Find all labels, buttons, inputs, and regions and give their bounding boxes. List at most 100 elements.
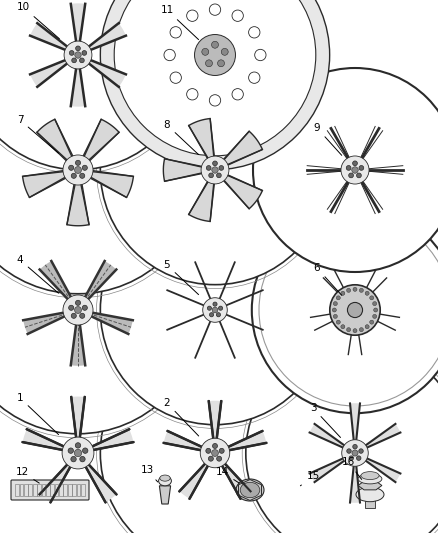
Polygon shape bbox=[180, 462, 209, 499]
Ellipse shape bbox=[216, 173, 221, 177]
Ellipse shape bbox=[352, 167, 358, 173]
Text: 16: 16 bbox=[341, 457, 362, 479]
Ellipse shape bbox=[63, 155, 93, 185]
Polygon shape bbox=[40, 261, 72, 302]
Ellipse shape bbox=[10, 385, 146, 521]
Ellipse shape bbox=[75, 52, 81, 58]
Ellipse shape bbox=[357, 173, 361, 178]
Polygon shape bbox=[88, 170, 134, 197]
Ellipse shape bbox=[80, 173, 85, 179]
Ellipse shape bbox=[202, 49, 209, 55]
Ellipse shape bbox=[212, 41, 219, 48]
Ellipse shape bbox=[254, 50, 266, 61]
Ellipse shape bbox=[361, 472, 379, 480]
Bar bbox=[15, 483, 19, 496]
Ellipse shape bbox=[373, 302, 377, 305]
Ellipse shape bbox=[352, 450, 358, 456]
Ellipse shape bbox=[232, 88, 244, 100]
Ellipse shape bbox=[212, 307, 218, 313]
Polygon shape bbox=[90, 429, 134, 450]
Polygon shape bbox=[30, 59, 70, 87]
Ellipse shape bbox=[82, 165, 87, 171]
Ellipse shape bbox=[10, 242, 146, 378]
Polygon shape bbox=[23, 170, 69, 197]
Ellipse shape bbox=[219, 166, 224, 171]
Ellipse shape bbox=[100, 338, 330, 533]
Polygon shape bbox=[350, 403, 360, 442]
Text: 1: 1 bbox=[17, 393, 59, 434]
Ellipse shape bbox=[204, 442, 226, 464]
Bar bbox=[365, 495, 375, 508]
Ellipse shape bbox=[333, 314, 337, 318]
Text: 5: 5 bbox=[164, 260, 198, 295]
Ellipse shape bbox=[219, 448, 224, 454]
Polygon shape bbox=[82, 119, 119, 163]
Ellipse shape bbox=[0, 186, 202, 434]
Bar bbox=[50, 483, 54, 496]
Bar bbox=[33, 483, 37, 496]
Ellipse shape bbox=[212, 443, 218, 448]
Ellipse shape bbox=[62, 437, 94, 469]
Ellipse shape bbox=[160, 475, 170, 481]
Ellipse shape bbox=[358, 474, 382, 484]
Text: 7: 7 bbox=[17, 115, 59, 153]
Polygon shape bbox=[164, 431, 204, 450]
Ellipse shape bbox=[359, 288, 364, 293]
Ellipse shape bbox=[209, 4, 221, 15]
Ellipse shape bbox=[218, 60, 225, 67]
Ellipse shape bbox=[75, 300, 81, 305]
Ellipse shape bbox=[76, 46, 80, 51]
Text: 12: 12 bbox=[15, 467, 39, 483]
Text: 14: 14 bbox=[215, 467, 239, 483]
Ellipse shape bbox=[208, 456, 213, 461]
Bar bbox=[59, 483, 63, 496]
Ellipse shape bbox=[347, 449, 351, 453]
Ellipse shape bbox=[100, 0, 330, 169]
Bar bbox=[37, 483, 41, 496]
Ellipse shape bbox=[356, 487, 384, 502]
Bar bbox=[42, 483, 45, 496]
Ellipse shape bbox=[347, 302, 363, 318]
Ellipse shape bbox=[333, 302, 337, 305]
Bar bbox=[20, 483, 24, 496]
Ellipse shape bbox=[74, 449, 81, 457]
Ellipse shape bbox=[187, 10, 198, 21]
Text: 13: 13 bbox=[140, 465, 158, 482]
Ellipse shape bbox=[330, 285, 380, 335]
Ellipse shape bbox=[170, 27, 181, 38]
Polygon shape bbox=[71, 321, 85, 366]
Ellipse shape bbox=[359, 328, 364, 332]
Polygon shape bbox=[364, 424, 400, 448]
Polygon shape bbox=[23, 312, 67, 334]
Ellipse shape bbox=[217, 456, 222, 461]
Polygon shape bbox=[71, 397, 85, 440]
Ellipse shape bbox=[64, 41, 92, 69]
Ellipse shape bbox=[353, 287, 357, 292]
Ellipse shape bbox=[236, 479, 264, 501]
Polygon shape bbox=[67, 181, 89, 226]
Ellipse shape bbox=[365, 291, 369, 295]
Polygon shape bbox=[310, 458, 346, 482]
Ellipse shape bbox=[69, 305, 74, 310]
Ellipse shape bbox=[353, 329, 357, 333]
Ellipse shape bbox=[63, 295, 93, 325]
Ellipse shape bbox=[212, 450, 219, 456]
Ellipse shape bbox=[72, 58, 77, 63]
Ellipse shape bbox=[295, 250, 415, 370]
Ellipse shape bbox=[201, 156, 229, 184]
Polygon shape bbox=[163, 159, 205, 181]
Ellipse shape bbox=[353, 445, 357, 449]
Ellipse shape bbox=[359, 449, 363, 453]
Ellipse shape bbox=[219, 306, 223, 310]
Text: 8: 8 bbox=[164, 120, 198, 155]
Ellipse shape bbox=[232, 10, 244, 21]
Ellipse shape bbox=[209, 313, 214, 317]
Ellipse shape bbox=[100, 195, 330, 425]
Ellipse shape bbox=[252, 207, 438, 413]
Ellipse shape bbox=[207, 306, 212, 310]
Ellipse shape bbox=[349, 173, 353, 178]
Ellipse shape bbox=[152, 107, 278, 233]
Ellipse shape bbox=[204, 159, 226, 181]
Text: 2: 2 bbox=[164, 398, 199, 436]
Ellipse shape bbox=[82, 448, 88, 454]
